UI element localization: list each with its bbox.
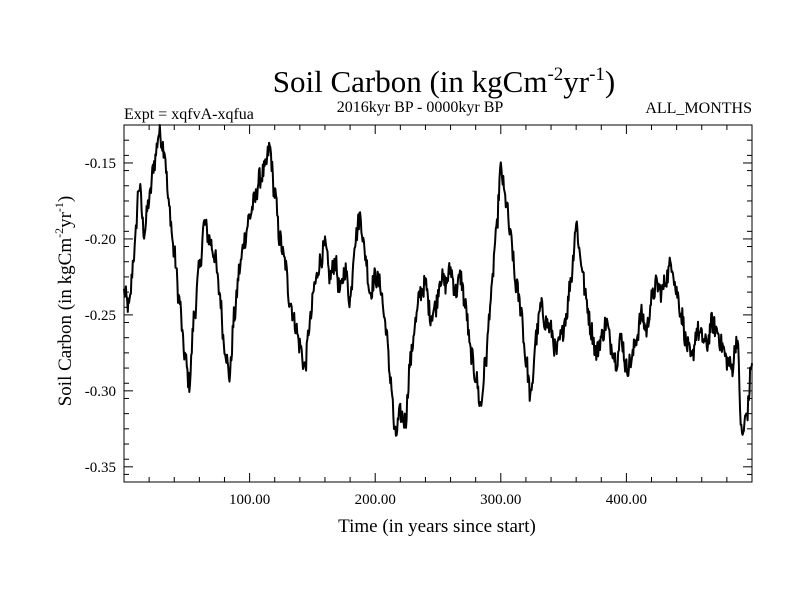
data-line-soil-carbon [123, 124, 753, 437]
x-tick-label: 200.00 [355, 492, 396, 508]
months-label: ALL_MONTHS [645, 100, 752, 117]
x-tick-label: 400.00 [606, 492, 647, 508]
chart-title: Soil Carbon (in kgCm-2yr-1) [273, 64, 616, 99]
x-axis-label: Time (in years since start) [338, 516, 536, 537]
experiment-label: Expt = xqfvA-xqfua [124, 106, 254, 123]
y-tick-label: -0.20 [85, 232, 116, 248]
y-tick-label: -0.25 [85, 308, 116, 324]
tick-group: -0.15 -0.20 -0.25 -0.30 -0.35 100.00 200.00 300… [85, 125, 752, 508]
x-tick-label: 300.00 [480, 492, 521, 508]
plot-frame [123, 124, 753, 483]
y-axis-label: Soil Carbon (in kgCm-2yr-1) [52, 196, 76, 407]
y-tick-label: -0.15 [85, 156, 116, 172]
y-tick-label: -0.35 [85, 460, 116, 476]
x-tick-label: 100.00 [229, 492, 270, 508]
y-tick-label: -0.30 [85, 384, 116, 400]
time-range-label: 2016kyr BP - 0000kyr BP [337, 99, 504, 116]
